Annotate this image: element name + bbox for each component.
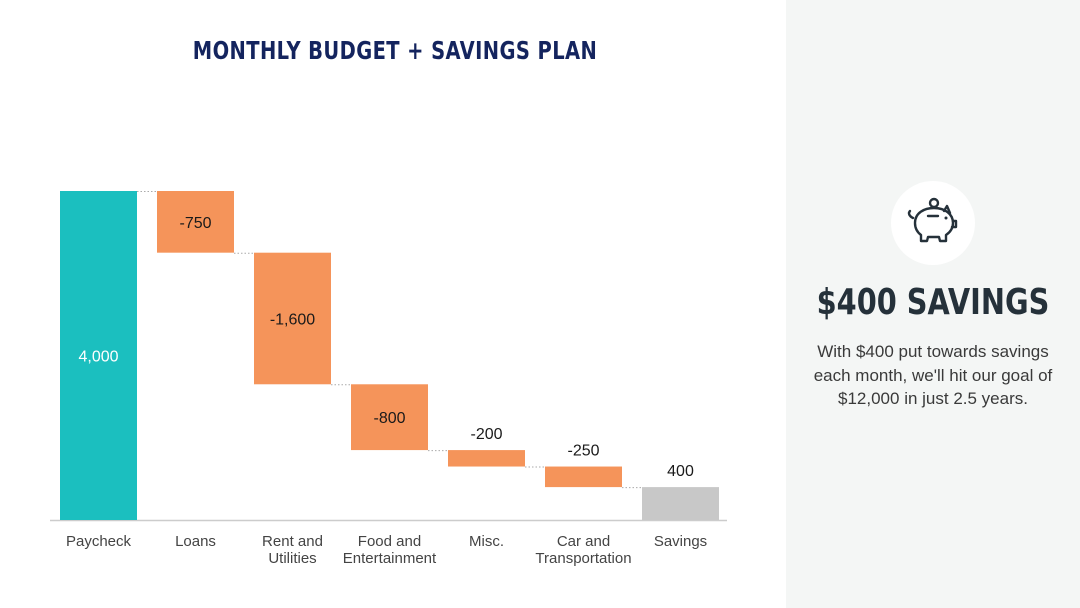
bar-5 [545,466,622,488]
savings-panel: $400 SAVINGS With $400 put towards savin… [786,0,1080,608]
bar-0 [60,191,137,520]
value-label-4: -200 [470,426,502,443]
piggy-bank-icon [907,197,958,243]
value-label-3: -800 [373,410,405,427]
category-label-1: Loans [175,533,216,550]
value-label-5: -250 [567,443,599,460]
value-label-2: -1,600 [270,311,315,328]
value-label-6: 400 [667,463,694,480]
savings-description: With $400 put towards savings each month… [813,342,1053,408]
chart-title: MONTHLY BUDGET + SAVINGS PLAN [192,36,598,65]
category-label-4: Misc. [469,533,504,550]
bar-6 [642,487,719,520]
category-label-3: Food and Entertainment [343,533,437,567]
value-label-0: 4,000 [78,349,118,366]
bar-3 [351,384,428,451]
savings-heading: $400 SAVINGS [816,282,1050,323]
category-label-0: Paycheck [66,533,132,550]
value-label-1: -750 [179,215,211,232]
category-label-2: Rent and Utilities [262,533,323,567]
category-label-5: Car and Transportation [535,533,631,567]
category-label-6: Savings [654,533,707,550]
waterfall-chart: 4,000 Paycheck -750 Loans -1,600 Rent and Util… [50,191,727,567]
bar-2 [254,252,331,385]
bar-4 [448,450,525,467]
piggy-bank-badge [891,181,975,265]
bar-1 [157,191,234,253]
